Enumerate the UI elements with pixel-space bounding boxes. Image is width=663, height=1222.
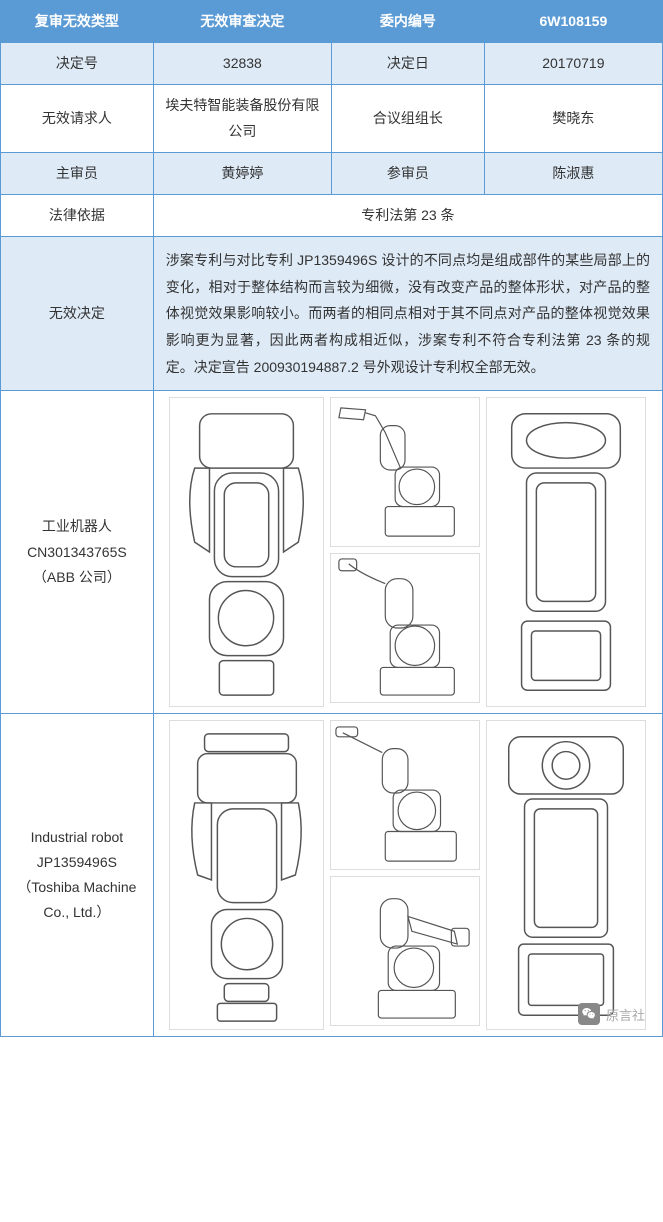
ref-examiner-label: 参审员 [331, 152, 484, 194]
invalid-decision-text: 涉案专利与对比专利 JP1359496S 设计的不同点均是组成部件的某些局部上的… [153, 237, 662, 391]
patent1-top-view-icon [169, 397, 324, 707]
panel-leader-value: 樊晓东 [484, 85, 662, 152]
patent1-label: 工业机器人 CN301343765S （ABB 公司） [1, 391, 154, 714]
patent2-side-view1-icon [330, 720, 480, 870]
patent1-row: 工业机器人 CN301343765S （ABB 公司） [1, 391, 663, 714]
patent1-company: （ABB 公司） [7, 565, 147, 590]
chief-examiner-label: 主审员 [1, 152, 154, 194]
legal-basis-row: 法律依据 专利法第 23 条 [1, 194, 663, 236]
watermark-text: 原言社 [606, 1005, 645, 1024]
patent2-number: JP1359496S [7, 850, 147, 875]
requester-label: 无效请求人 [1, 85, 154, 152]
patent1-name: 工业机器人 [7, 514, 147, 539]
header-internal-no-label: 委内编号 [331, 1, 484, 43]
patent2-top-view-icon [169, 720, 324, 1030]
decision-date-value: 20170719 [484, 43, 662, 85]
patent2-label: Industrial robot JP1359496S （Toshiba Mac… [1, 714, 154, 1037]
header-type-value: 无效审查决定 [153, 1, 331, 43]
patent2-side-view2-icon [330, 876, 480, 1026]
header-internal-no-value: 6W108159 [484, 1, 662, 43]
patent2-images [153, 714, 662, 1037]
decision-no-value: 32838 [153, 43, 331, 85]
patent2-name: Industrial robot [7, 825, 147, 850]
wechat-icon [578, 1003, 600, 1025]
invalid-decision-row: 无效决定 涉案专利与对比专利 JP1359496S 设计的不同点均是组成部件的某… [1, 237, 663, 391]
header-type-label: 复审无效类型 [1, 1, 154, 43]
patent-invalidation-table: 复审无效类型 无效审查决定 委内编号 6W108159 决定号 32838 决定… [0, 0, 663, 1037]
decision-no-row: 决定号 32838 决定日 20170719 [1, 43, 663, 85]
watermark: 原言社 [578, 1003, 645, 1025]
patent1-images [153, 391, 662, 714]
examiner-row: 主审员 黄婷婷 参审员 陈淑惠 [1, 152, 663, 194]
panel-leader-label: 合议组组长 [331, 85, 484, 152]
decision-no-label: 决定号 [1, 43, 154, 85]
header-row: 复审无效类型 无效审查决定 委内编号 6W108159 [1, 1, 663, 43]
legal-basis-label: 法律依据 [1, 194, 154, 236]
invalid-decision-label: 无效决定 [1, 237, 154, 391]
chief-examiner-value: 黄婷婷 [153, 152, 331, 194]
patent1-number: CN301343765S [7, 540, 147, 565]
patent2-front-view-icon [486, 720, 646, 1030]
patent2-row: Industrial robot JP1359496S （Toshiba Mac… [1, 714, 663, 1037]
requester-value: 埃夫特智能装备股份有限公司 [153, 85, 331, 152]
requester-row: 无效请求人 埃夫特智能装备股份有限公司 合议组组长 樊晓东 [1, 85, 663, 152]
patent1-front-view-icon [486, 397, 646, 707]
patent1-side-view1-icon [330, 397, 480, 547]
patent2-company: （Toshiba Machine Co., Ltd.） [7, 875, 147, 925]
legal-basis-value: 专利法第 23 条 [153, 194, 662, 236]
patent1-side-view2-icon [330, 553, 480, 703]
ref-examiner-value: 陈淑惠 [484, 152, 662, 194]
decision-date-label: 决定日 [331, 43, 484, 85]
